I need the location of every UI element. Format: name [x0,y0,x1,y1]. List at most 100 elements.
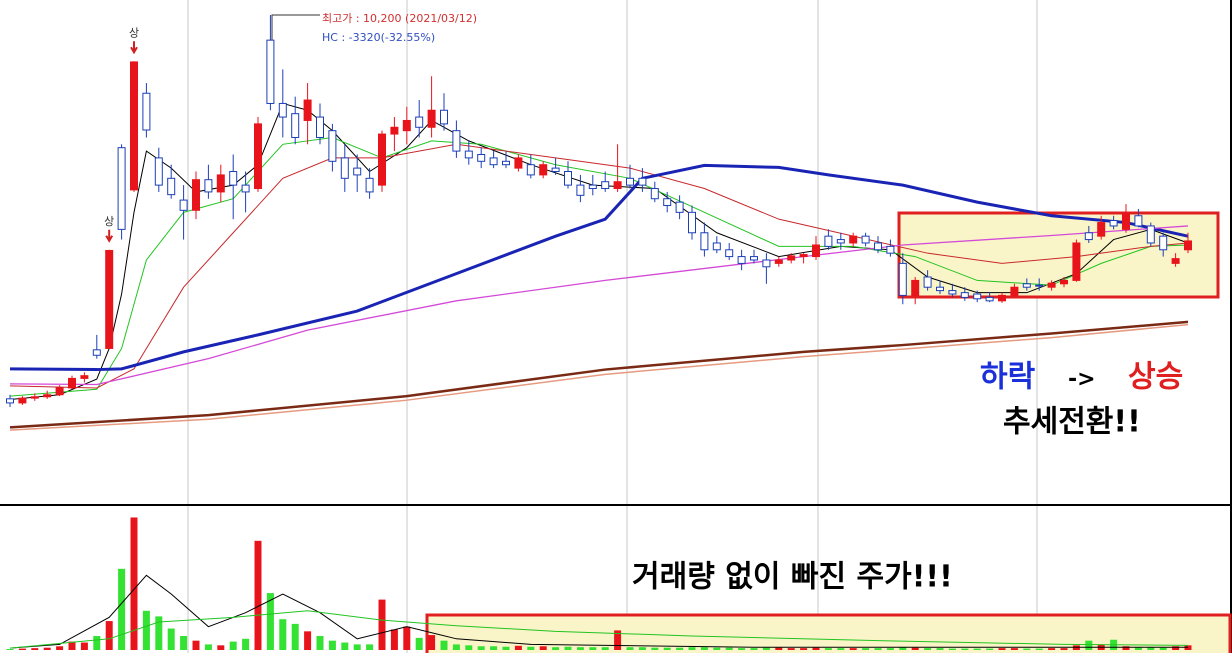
volume-bar [775,647,783,650]
volume-bar [142,610,150,650]
candle-body [1010,286,1019,296]
volume-bar [1085,640,1093,650]
volume-bar [924,648,932,650]
volume-bar [750,648,758,650]
ma-line [9,225,1189,386]
volume-bar [93,636,101,650]
volume-bar [1023,648,1031,650]
volume-bar [428,635,436,650]
candle-body [874,242,882,251]
volume-bar [440,640,448,650]
candle-body [985,296,994,302]
candle-body [179,199,188,211]
candle-body [55,387,64,396]
limit-up-arrow [130,41,138,55]
candle-body [117,147,126,230]
candle-body [204,179,213,193]
candle-body [762,259,771,268]
candle-body [576,184,585,196]
volume-bar [217,645,225,650]
volume-bar [353,644,361,650]
volume-bar [1048,648,1056,650]
ma-line [9,163,1189,372]
candle-body [105,249,114,349]
volume-bar [514,645,522,650]
trend-down: 하락 [980,360,1036,395]
volume-bar [242,638,250,650]
candle-body [378,133,386,186]
candle-body [650,188,659,200]
candle-body [278,102,287,118]
candle-body [564,171,572,186]
candle-body [353,167,362,176]
candle-body [787,255,796,261]
volume-bar [539,646,547,650]
volume-bar [638,647,646,650]
candle-body [464,150,473,159]
limit-up-label: 상 [129,26,139,39]
candle-body [30,396,39,399]
volume-bar [527,646,535,650]
volume-ma-line [9,610,1189,649]
candle-body [266,39,275,104]
candle-body [700,232,709,251]
volume-bar [167,628,175,650]
candle-body [167,177,176,196]
candle-body [1022,283,1031,288]
volume-bar [676,647,684,650]
candle-body [911,279,920,296]
candle-body [725,249,734,258]
volume-bar [1147,647,1155,650]
volume-bar [291,623,299,650]
volume-bar [465,645,473,650]
volume-bar [155,616,163,650]
candle-body [192,179,200,211]
candle-body [799,254,808,258]
volume-bar [130,517,138,650]
candle-body [836,239,845,244]
volume-bar [663,647,671,650]
candle-body [328,130,337,162]
candle-body [712,242,721,251]
volume-bar [390,629,398,650]
volume-bar [700,647,708,650]
candle-body [1146,225,1155,244]
peak-pointer [271,14,320,40]
volume-bar [911,647,919,650]
candle-body [1047,282,1056,288]
candle-body [514,157,523,169]
candle-body [960,292,969,298]
highlight-box [897,211,1220,299]
volume-bar [43,647,51,650]
volume-bar [366,644,374,650]
volume-bar [80,642,88,650]
candle-body [390,126,399,135]
volume-bar [31,648,39,650]
volume-bar [279,619,287,650]
candle-body [588,184,597,190]
candle-body [1035,284,1044,287]
candle-body [526,164,535,176]
highlight-box [425,613,1232,653]
trend-up: 상승 [1128,360,1183,395]
candle-body [43,394,52,398]
candle-body [948,290,957,295]
volume-bar [601,647,609,650]
hc-note: HC : -3320(-32.55%) [322,31,435,44]
trend-change: 추세전환!! [1003,405,1141,440]
volume-bar [316,636,324,650]
volume-bar [502,646,510,650]
volume-bar [688,647,696,650]
trend-arrow: -> [1068,367,1096,392]
volume-note: 거래량 없이 빠진 주가!!! [632,560,953,595]
candle-body [130,61,138,191]
volume-bar [1122,646,1130,650]
candle-body [898,262,907,296]
candle-body [675,201,684,213]
volume-bar [576,647,584,650]
candle-body [886,245,895,254]
candle-body [737,256,746,264]
candle-body [824,235,833,247]
